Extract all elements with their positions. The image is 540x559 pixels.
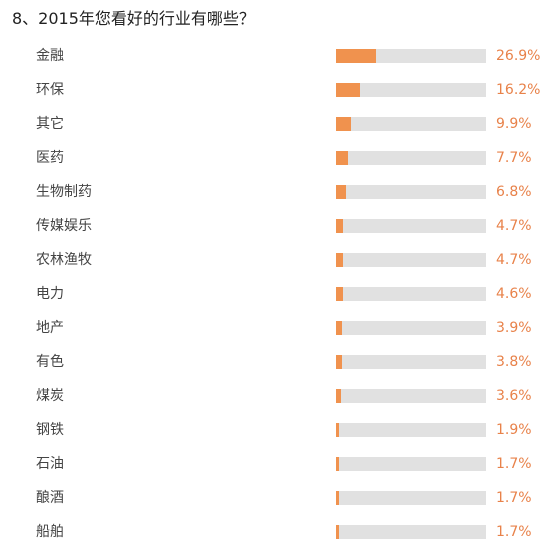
bar-fill <box>336 253 344 267</box>
chart-row: 煤炭 3.6% <box>0 379 540 413</box>
bar-fill <box>336 83 361 97</box>
category-label: 医药 <box>36 150 64 166</box>
bar-track <box>336 491 486 505</box>
bar-fill <box>336 457 339 471</box>
category-label: 有色 <box>36 354 64 370</box>
bar-track <box>336 253 486 267</box>
bar-track <box>336 219 486 233</box>
category-label: 电力 <box>36 286 64 302</box>
bar-fill <box>336 321 342 335</box>
category-label: 金融 <box>36 48 64 64</box>
bar-track <box>336 423 486 437</box>
bar-fill <box>336 185 347 199</box>
percent-label: 7.7% <box>496 150 532 166</box>
percent-label: 1.9% <box>496 422 532 438</box>
chart-row: 电力 4.6% <box>0 277 540 311</box>
bar-track <box>336 355 486 369</box>
bar-fill <box>336 355 342 369</box>
chart-row: 农林渔牧 4.7% <box>0 243 540 277</box>
percent-label: 6.8% <box>496 184 532 200</box>
bar-track <box>336 83 486 97</box>
category-label: 石油 <box>36 456 64 472</box>
bar-fill <box>336 49 377 63</box>
category-label: 地产 <box>36 320 64 336</box>
bar-track <box>336 151 486 165</box>
bar-track <box>336 117 486 131</box>
bar-track <box>336 321 486 335</box>
category-label: 钢铁 <box>36 422 64 438</box>
percent-label: 1.7% <box>496 490 532 506</box>
bar-fill <box>336 389 342 403</box>
bar-fill <box>336 525 339 539</box>
bar-fill <box>336 151 348 165</box>
category-label: 环保 <box>36 82 64 98</box>
bar-track <box>336 457 486 471</box>
chart-row: 酿酒 1.7% <box>0 481 540 515</box>
percent-label: 4.7% <box>496 252 532 268</box>
category-label: 船舶 <box>36 524 64 540</box>
category-label: 其它 <box>36 116 64 132</box>
bar-track <box>336 525 486 539</box>
percent-label: 1.7% <box>496 524 532 540</box>
chart-row: 医药 7.7% <box>0 141 540 175</box>
category-label: 煤炭 <box>36 388 64 404</box>
bar-fill <box>336 491 339 505</box>
category-label: 酿酒 <box>36 490 64 506</box>
bar-fill <box>336 117 351 131</box>
bar-track <box>336 389 486 403</box>
percent-label: 3.8% <box>496 354 532 370</box>
chart-row: 环保 16.2% <box>0 73 540 107</box>
percent-label: 26.9% <box>496 48 540 64</box>
chart-row: 传媒娱乐 4.7% <box>0 209 540 243</box>
percent-label: 4.6% <box>496 286 532 302</box>
percent-label: 3.6% <box>496 388 532 404</box>
bar-fill <box>336 219 344 233</box>
bar-fill <box>336 287 343 301</box>
chart-row: 生物制药 6.8% <box>0 175 540 209</box>
chart-row: 钢铁 1.9% <box>0 413 540 447</box>
bar-track <box>336 49 486 63</box>
chart-row: 船舶 1.7% <box>0 515 540 549</box>
percent-label: 4.7% <box>496 218 532 234</box>
chart-row: 有色 3.8% <box>0 345 540 379</box>
bar-track <box>336 185 486 199</box>
bar-fill <box>336 423 339 437</box>
percent-label: 1.7% <box>496 456 532 472</box>
category-label: 生物制药 <box>36 184 92 200</box>
percent-label: 3.9% <box>496 320 532 336</box>
chart-row: 金融 26.9% <box>0 39 540 73</box>
percent-label: 9.9% <box>496 116 532 132</box>
percent-label: 16.2% <box>496 82 540 98</box>
question-title: 8、2015年您看好的行业有哪些？ <box>12 9 255 28</box>
chart-row: 其它 9.9% <box>0 107 540 141</box>
bar-track <box>336 287 486 301</box>
category-label: 农林渔牧 <box>36 252 92 268</box>
chart-row: 石油 1.7% <box>0 447 540 481</box>
chart-row: 地产 3.9% <box>0 311 540 345</box>
category-label: 传媒娱乐 <box>36 218 92 234</box>
